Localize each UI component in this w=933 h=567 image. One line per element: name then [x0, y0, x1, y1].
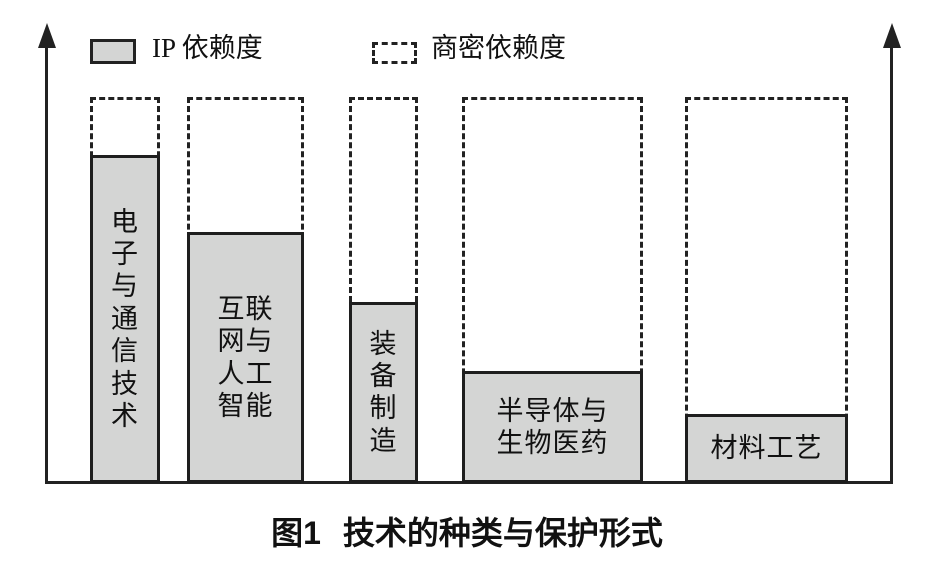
legend-ip-swatch-icon	[90, 39, 136, 64]
bar-label: 电 子 与 通 信 技 术	[111, 206, 139, 431]
right-y-axis-line	[890, 46, 893, 484]
bar-group-electronics-telecom: 电 子 与 通 信 技 术	[90, 97, 160, 483]
bar-label: 材料工艺	[710, 433, 823, 464]
bar-group-internet-ai: 互联 网与 人工 智能	[187, 97, 304, 483]
right-y-axis-arrow-icon	[883, 23, 901, 48]
ip-dependency-bar: 半导体与 生物医药	[462, 371, 643, 483]
bar-label: 装 备 制 造	[369, 328, 398, 456]
ip-dependency-bar: 电 子 与 通 信 技 术	[90, 154, 160, 483]
bar-label: 互联 网与 人工 智能	[217, 293, 274, 421]
bar-group-equipment-manufacturing: 装 备 制 造	[349, 97, 418, 483]
ip-dependency-bar: 材料工艺	[685, 413, 848, 483]
ip-dependency-bar: 互联 网与 人工 智能	[187, 232, 304, 483]
legend-ip-label: IP 依赖度	[152, 33, 263, 63]
bar-group-materials: 材料工艺	[685, 97, 848, 483]
left-y-axis-arrow-icon	[38, 23, 56, 48]
ip-dependency-bar: 装 备 制 造	[349, 301, 418, 483]
bar-label: 半导体与 生物医药	[496, 395, 609, 459]
legend-trade-secret-swatch-icon	[372, 42, 417, 64]
figure-caption: 图1 技术的种类与保护形式	[22, 508, 912, 554]
legend-trade-secret-label: 商密依赖度	[431, 33, 566, 63]
left-y-axis-line	[45, 46, 48, 484]
figure-caption-title: 技术的种类与保护形式	[342, 515, 663, 551]
figure-caption-number: 图1	[271, 515, 321, 551]
bar-group-semiconductor-biopharma: 半导体与 生物医药	[462, 97, 643, 483]
